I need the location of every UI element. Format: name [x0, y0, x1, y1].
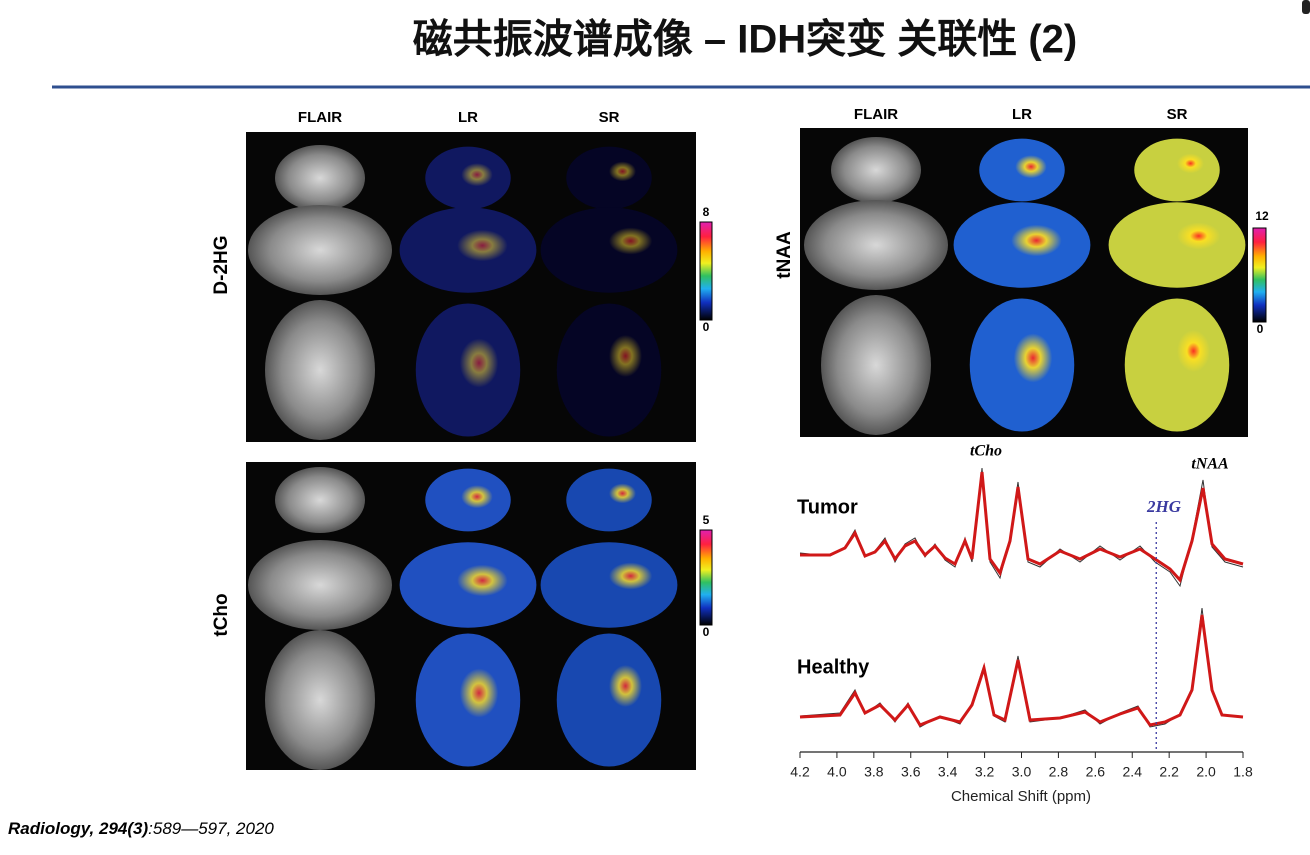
column-header: LR: [1012, 106, 1032, 123]
citation-details: :589—597, 2020: [148, 819, 274, 838]
column-header: FLAIR: [854, 106, 898, 123]
x-tick-label: 1.8: [1233, 764, 1253, 780]
hot-spot: [1177, 330, 1210, 372]
column-header: LR: [458, 109, 478, 126]
row-label: D-2HG: [211, 235, 232, 294]
map-image: [1134, 138, 1220, 202]
column-header: SR: [1167, 106, 1188, 123]
colorbar-min: 0: [703, 320, 710, 334]
colorbar: [699, 529, 713, 626]
spectrum-trace: [799, 467, 1244, 588]
map-image: [566, 468, 652, 532]
colorbar: [1252, 227, 1267, 323]
x-tick-label: 2.8: [1049, 764, 1069, 780]
hot-spot: [459, 338, 499, 388]
map-image: [556, 633, 662, 767]
map-image: [566, 146, 652, 210]
slide-title: 磁共振波谱成像 – IDH突变 关联性 (2): [413, 18, 1077, 62]
map-image: [1124, 298, 1230, 432]
hot-spot: [609, 335, 642, 377]
colorbar-max: 5: [703, 513, 710, 527]
flair-image: [248, 540, 392, 630]
x-tick-label: 2.6: [1086, 764, 1106, 780]
hot-spot: [1177, 153, 1204, 174]
hot-spot: [461, 163, 493, 187]
hot-spot: [1011, 224, 1062, 257]
row-label: tCho: [211, 593, 232, 636]
colorbar-max: 12: [1255, 209, 1269, 223]
hot-spot: [1013, 333, 1053, 383]
x-tick-label: 2.0: [1196, 764, 1216, 780]
x-tick-label: 3.6: [901, 764, 921, 780]
x-tick-label: 2.4: [1123, 764, 1143, 780]
peak-label: tCho: [970, 443, 1002, 460]
x-tick-label: 4.2: [790, 764, 810, 780]
hot-spot: [1015, 155, 1047, 179]
flair-image: [265, 630, 375, 770]
hot-spot: [609, 562, 653, 590]
spectrum-fit: [800, 471, 1244, 583]
hot-spot: [461, 485, 493, 509]
marker-label: 2HG: [1146, 497, 1182, 516]
x-tick-label: 2.2: [1159, 764, 1179, 780]
colorbar-min: 0: [703, 625, 710, 639]
flair-image: [275, 145, 365, 211]
hot-spot: [457, 229, 508, 262]
flair-image: [275, 467, 365, 533]
citation: Radiology, 294(3):589—597, 2020: [8, 819, 274, 838]
flair-image: [248, 205, 392, 295]
flair-image: [821, 295, 931, 435]
x-axis-title: Chemical Shift (ppm): [951, 788, 1091, 805]
flair-image: [831, 137, 921, 203]
x-tick-label: 3.0: [1012, 764, 1032, 780]
x-tick-label: 4.0: [827, 764, 847, 780]
image-panels: [246, 128, 1248, 770]
spectrum-fit: [799, 614, 1244, 727]
series-label: Healthy: [797, 656, 870, 678]
hot-spot: [609, 483, 636, 504]
map-image: [556, 303, 662, 437]
column-header: SR: [599, 109, 620, 126]
hot-spot: [609, 161, 636, 182]
column-header: FLAIR: [298, 109, 342, 126]
citation-journal: Radiology, 294(3): [8, 819, 148, 838]
map-image: [540, 207, 678, 293]
hot-spot: [609, 227, 653, 255]
hot-spot: [457, 564, 508, 597]
corner-mark: [1302, 0, 1310, 14]
series-label: Tumor: [797, 496, 858, 518]
colorbar-max: 8: [703, 205, 710, 219]
x-tick-label: 3.8: [864, 764, 884, 780]
row-label: tNAA: [774, 231, 795, 279]
colorbar-min: 0: [1257, 322, 1264, 336]
x-tick-label: 3.4: [938, 764, 958, 780]
hot-spot: [459, 668, 499, 718]
peak-label: tNAA: [1191, 456, 1229, 473]
hot-spot: [609, 665, 642, 707]
hot-spot: [1177, 222, 1221, 250]
flair-image: [804, 200, 948, 290]
flair-image: [265, 300, 375, 440]
map-image: [540, 542, 678, 628]
map-image: [1108, 202, 1246, 288]
colorbar: [699, 221, 713, 321]
x-tick-label: 3.2: [975, 764, 995, 780]
